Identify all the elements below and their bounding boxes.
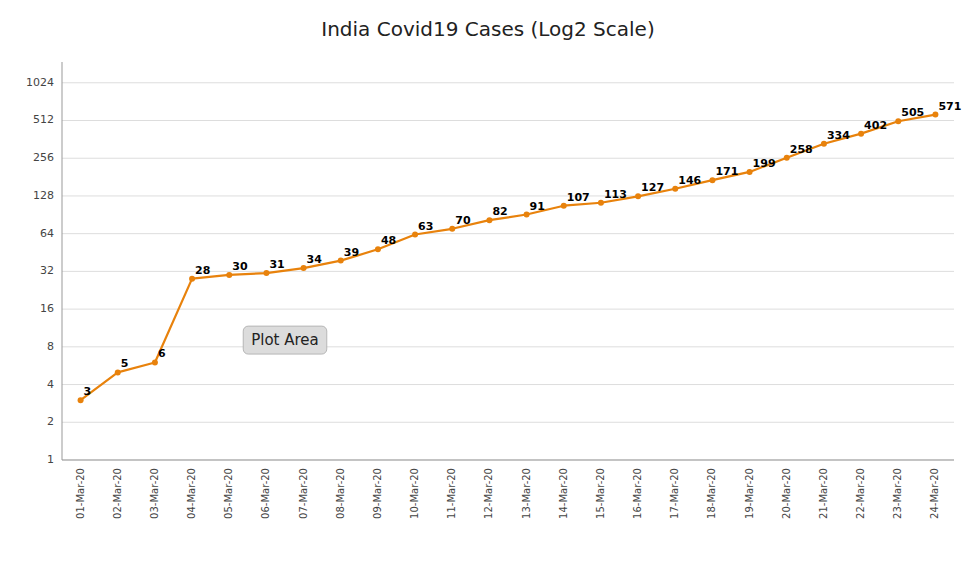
y-tick-label: 64 [40,227,54,240]
grid-line [62,120,954,121]
data-label: 146 [678,174,701,187]
x-tick-label: 11-Mar-20 [446,468,457,519]
y-tick-label: 1024 [26,76,54,89]
data-label: 48 [381,234,396,247]
title: India Covid19 Cases (Log2 Scale) [321,17,654,41]
data-label: 39 [344,246,359,259]
grid-line [62,309,954,310]
x-tick-label: 20-Mar-20 [781,468,792,519]
grid-line [62,195,954,196]
y-tick-label: 512 [33,113,54,126]
data-label: 70 [455,214,471,227]
y-tick-label: 256 [33,151,54,164]
data-label: 334 [827,129,850,142]
data-label: 505 [901,106,924,119]
y-tick-label: 16 [40,302,54,315]
data-label: 31 [269,258,284,271]
annotation: Plot Area [243,326,327,354]
y-tick-label: 8 [47,340,54,353]
grid-line [62,422,954,423]
x-tick-label: 18-Mar-20 [706,468,717,519]
data-label: 6 [158,347,166,360]
x-tick-label: 24-Mar-20 [929,468,940,519]
data-label: 171 [715,165,738,178]
x-tick-label: 22-Mar-20 [855,468,866,519]
data-label: 91 [530,200,545,213]
grid-line [62,346,954,347]
x-tick-label: 16-Mar-20 [632,468,643,519]
x-tick-label: 15-Mar-20 [595,468,606,519]
data-label: 82 [492,205,507,218]
data-label: 28 [195,264,210,277]
x-tick-label: 23-Mar-20 [892,468,903,519]
annotation-text: Plot Area [251,331,319,349]
data-label: 113 [604,188,627,201]
grid-line [62,384,954,385]
grid-line [62,460,954,461]
x-axis-line [62,460,954,461]
x-tick-label: 02-Mar-20 [112,468,123,519]
data-label: 571 [938,100,961,113]
line [81,115,936,401]
data-label: 107 [567,191,590,204]
grid-line [62,82,954,83]
x-tick-label: 17-Mar-20 [669,468,680,519]
x-tick-label: 07-Mar-20 [298,468,309,519]
data-label: 258 [790,143,813,156]
data-label: 127 [641,181,664,194]
grid-line [62,158,954,159]
x-tick-label: 06-Mar-20 [260,468,271,519]
y-tick-label: 4 [47,378,54,391]
plot-area [78,112,939,404]
x-tick-label: 09-Mar-20 [372,468,383,519]
y-axis-line [62,62,63,460]
data-label: 5 [121,357,129,370]
data-label: 3 [84,385,92,398]
x-tick-label: 03-Mar-20 [149,468,160,519]
data-label: 30 [232,260,248,273]
chart: India Covid19 Cases (Log2 Scale)12481632… [0,0,976,568]
data-label: 199 [753,157,776,170]
x-tick-label: 04-Mar-20 [186,468,197,519]
grid-line [62,233,954,234]
y-tick-label: 2 [47,415,54,428]
annotation-box [243,326,327,354]
x-tick-label: 14-Mar-20 [558,468,569,519]
x-tick-label: 19-Mar-20 [744,468,755,519]
x-tick-label: 12-Mar-20 [483,468,494,519]
x-tick-label: 08-Mar-20 [335,468,346,519]
x-tick-label: 10-Mar-20 [409,468,420,519]
y-tick-label: 128 [33,189,54,202]
y-tick-label: 32 [40,264,54,277]
x-tick-label: 05-Mar-20 [223,468,234,519]
data-label: 63 [418,220,433,233]
data-label: 34 [307,253,323,266]
x-tick-label: 01-Mar-20 [75,468,86,519]
x-tick-label: 21-Mar-20 [818,468,829,519]
x-tick-label: 13-Mar-20 [521,468,532,519]
data-label: 402 [864,119,887,132]
y-grid [62,83,954,460]
y-tick-label: 1 [47,453,54,466]
